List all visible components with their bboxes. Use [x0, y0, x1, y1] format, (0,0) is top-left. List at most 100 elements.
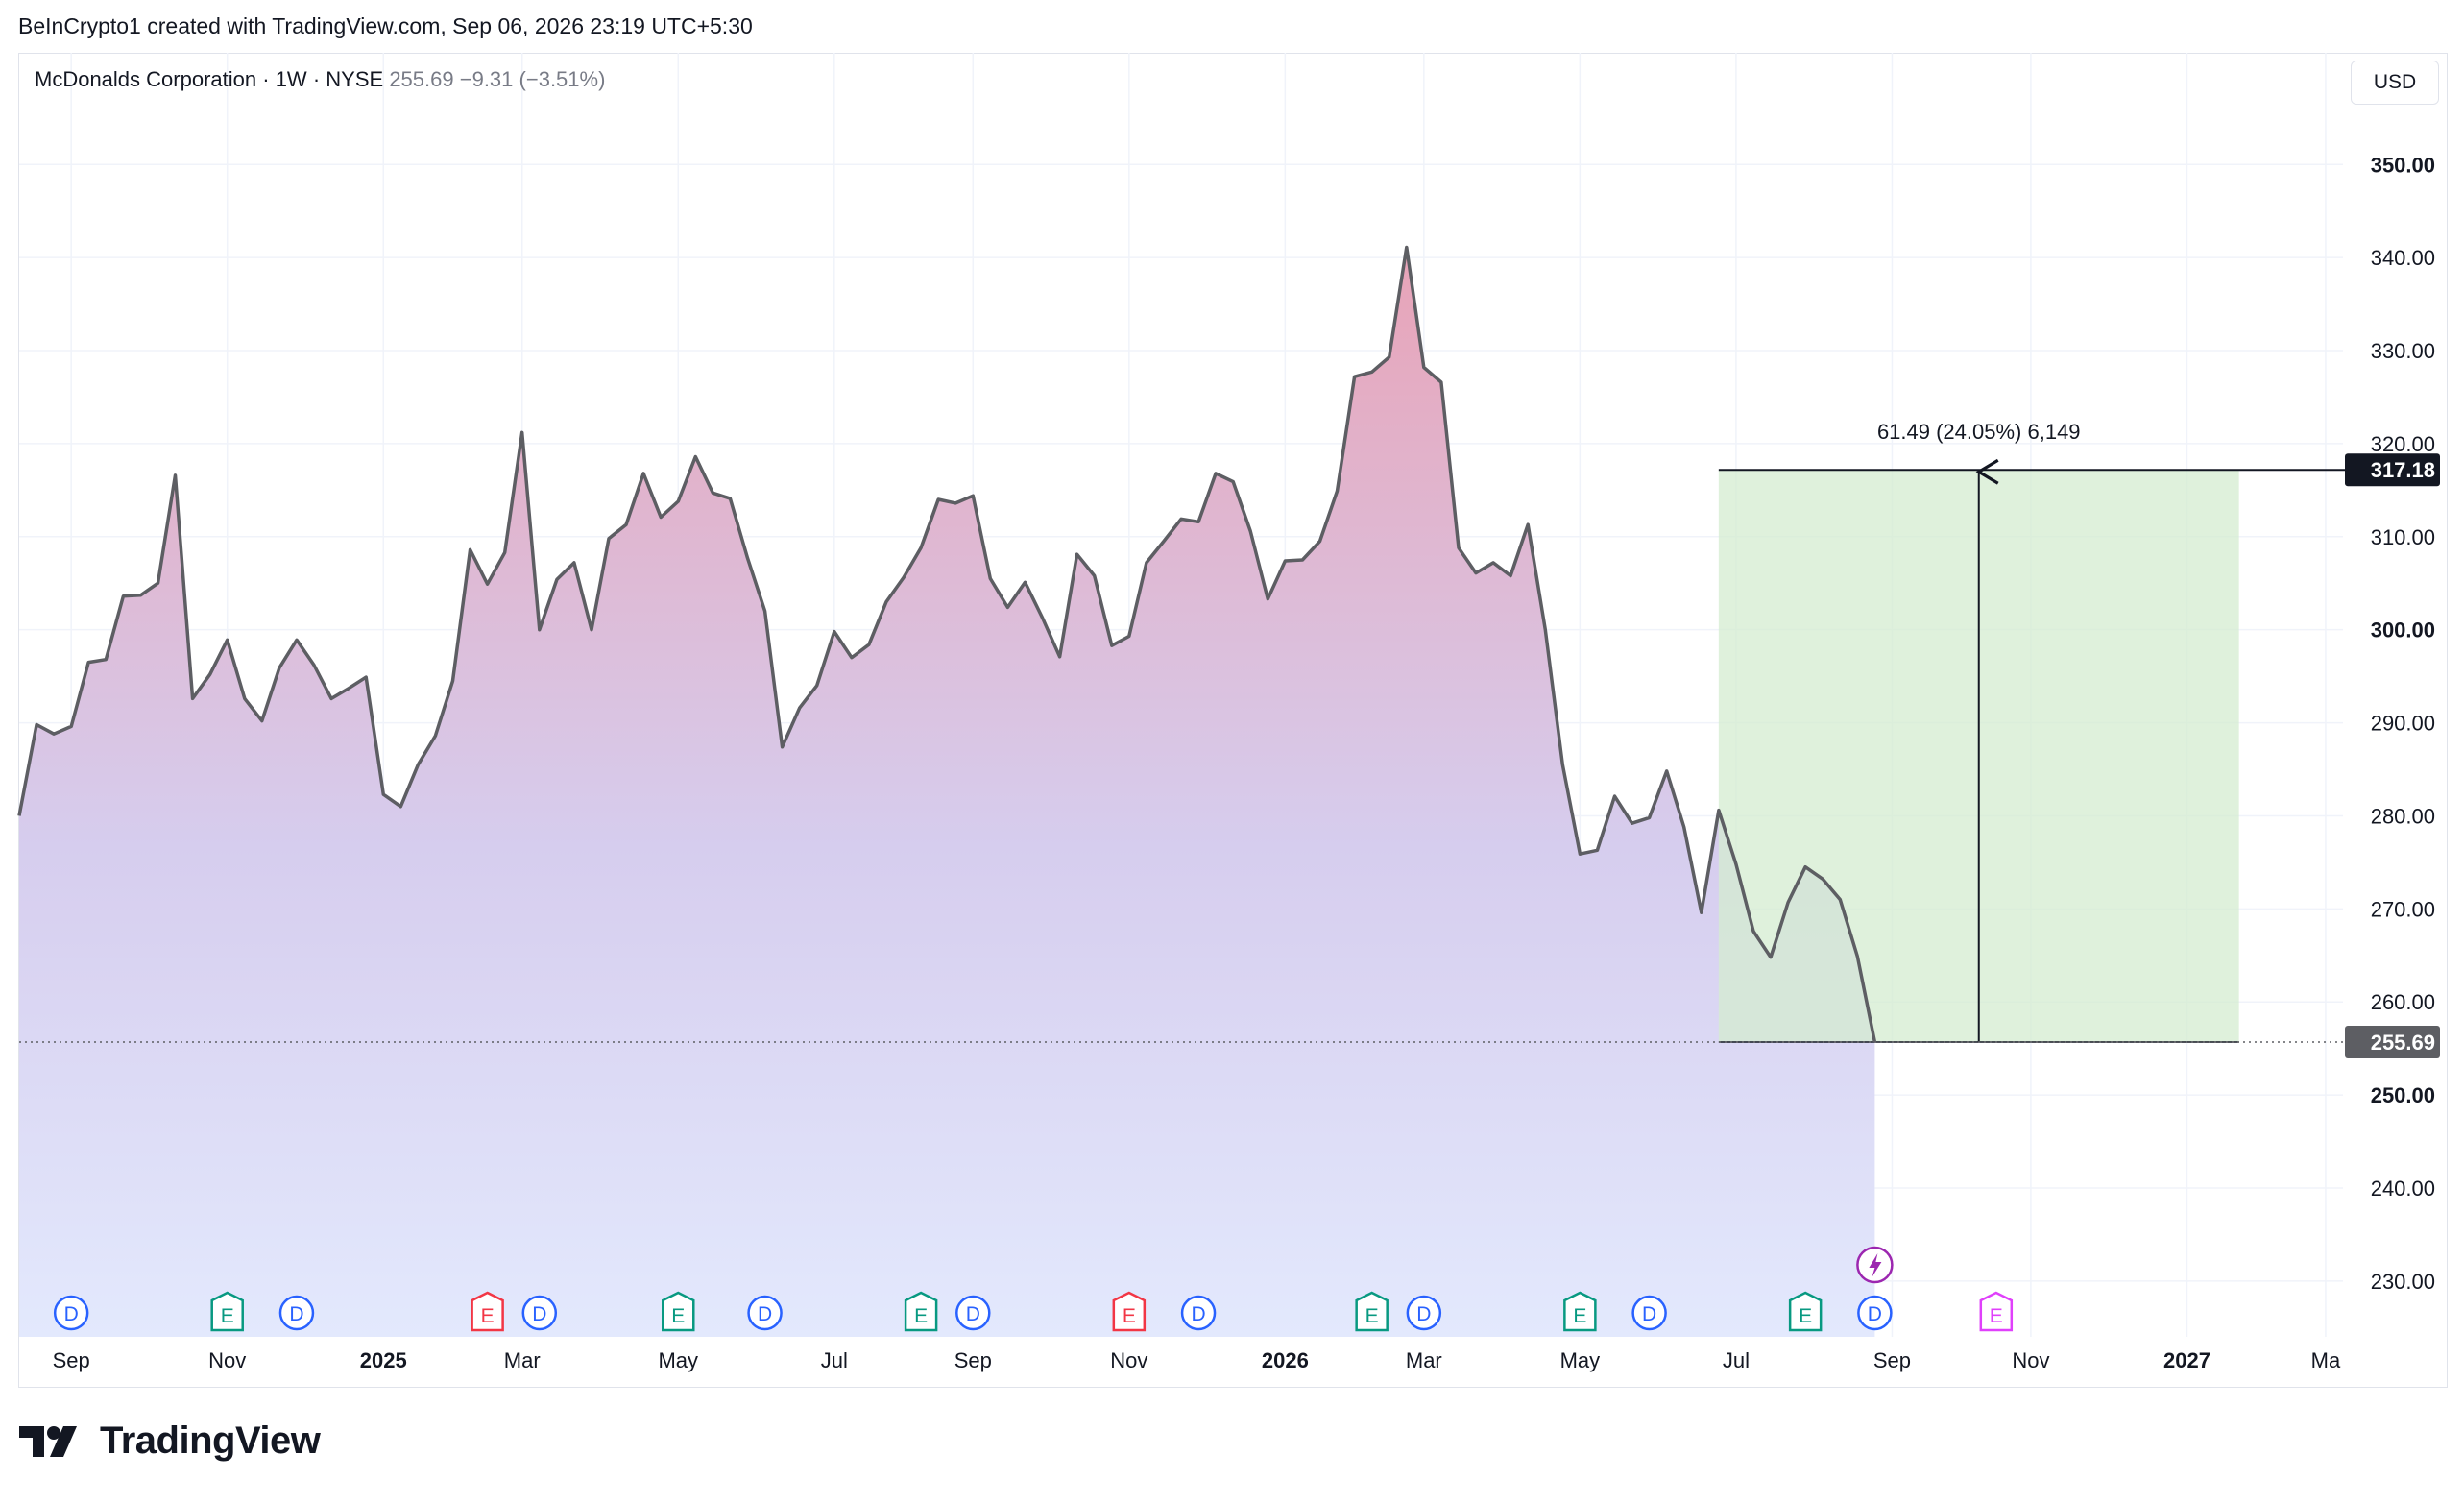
earnings-letter: E — [1123, 1305, 1136, 1327]
symbol-legend[interactable]: McDonalds Corporation · 1W · NYSE 255.69… — [35, 67, 605, 92]
chart-credit: BeInCrypto1 created with TradingView.com… — [18, 13, 753, 38]
earnings-marker[interactable]: E — [471, 1291, 504, 1332]
tradingview-logo[interactable]: TradingView — [19, 1419, 321, 1463]
earnings-marker[interactable]: E — [210, 1291, 244, 1332]
measure-target-badge-bg — [2345, 453, 2440, 487]
price-axis[interactable]: 350.00 340.00 330.00 320.00 310.00 300.00 290.… — [2345, 153, 2440, 1294]
earnings-marker[interactable]: E — [1979, 1291, 2014, 1332]
dividend-marker[interactable]: D — [1406, 1295, 1442, 1331]
dividend-letter: D — [1642, 1303, 1656, 1325]
price-tick-label: 300.00 — [2371, 619, 2435, 643]
earnings-marker[interactable]: E — [1112, 1291, 1147, 1332]
time-axis[interactable]: Sep Nov 2025 Mar May Jul Sep Nov 2026 Mar May Jul Se… — [53, 1348, 2341, 1372]
dividend-letter: D — [64, 1303, 79, 1325]
time-tick-label: Jul — [821, 1348, 848, 1372]
symbol-last-price: 255.69 — [389, 67, 454, 91]
price-tick-label: 230.00 — [2371, 1270, 2435, 1294]
dividend-marker[interactable]: D — [955, 1295, 991, 1331]
time-tick-label: Nov — [2012, 1348, 2049, 1372]
measure-target-badge: 317.18 — [2371, 458, 2435, 482]
price-tick-label: 270.00 — [2371, 897, 2435, 921]
price-tick-label: 290.00 — [2371, 712, 2435, 736]
price-tick-label: 310.00 — [2371, 525, 2435, 549]
earnings-marker[interactable]: E — [1563, 1291, 1597, 1332]
price-area — [19, 247, 1875, 1337]
dividend-marker[interactable]: D — [1857, 1295, 1893, 1331]
dividend-icon — [1857, 1295, 1893, 1331]
price-tick-label: 330.00 — [2371, 339, 2435, 363]
earnings-letter: E — [1990, 1305, 2003, 1327]
last-price-badge-bg — [2345, 1025, 2440, 1058]
symbol-interval: 1W — [275, 67, 307, 91]
time-tick-label: Nov — [208, 1348, 246, 1372]
time-tick-label: Mar — [504, 1348, 541, 1372]
earnings-icon — [904, 1291, 938, 1332]
separator: · — [262, 67, 270, 91]
dividend-icon — [53, 1295, 89, 1331]
currency-button[interactable]: USD — [2351, 61, 2439, 105]
time-tick-label: Ma — [2311, 1348, 2341, 1372]
earnings-icon — [1112, 1291, 1147, 1332]
dividend-letter: D — [966, 1303, 980, 1325]
dividend-marker[interactable]: D — [1180, 1295, 1217, 1331]
earnings-marker[interactable]: E — [904, 1291, 938, 1332]
dividend-letter: D — [1416, 1303, 1431, 1325]
dividend-marker[interactable]: D — [1631, 1295, 1667, 1331]
dividend-marker[interactable]: D — [747, 1295, 783, 1331]
time-tick-label: Sep — [954, 1348, 992, 1372]
dividend-letter: D — [532, 1303, 546, 1325]
measure-label: 61.49 (24.05%) 6,149 — [1877, 420, 2081, 444]
time-tick-label: Nov — [1110, 1348, 1147, 1372]
earnings-icon — [471, 1291, 504, 1332]
earnings-marker[interactable]: E — [1788, 1291, 1823, 1332]
dividend-letter: D — [758, 1303, 772, 1325]
measure-tool[interactable]: 61.49 (24.05%) 6,149 — [1718, 420, 2347, 1043]
tradingview-wordmark: TradingView — [100, 1419, 321, 1462]
price-area-fill — [19, 247, 1875, 1337]
dividend-icon — [747, 1295, 783, 1331]
dividend-letter: D — [1191, 1303, 1205, 1325]
dividend-letter: D — [289, 1303, 303, 1325]
symbol-change: −9.31 — [459, 67, 514, 91]
dividend-marker[interactable]: D — [278, 1295, 315, 1331]
time-tick-label: Mar — [1406, 1348, 1442, 1372]
earnings-marker[interactable]: E — [662, 1291, 695, 1332]
price-tick-label: 320.00 — [2371, 432, 2435, 456]
earnings-letter: E — [221, 1305, 234, 1327]
dividend-marker[interactable]: D — [53, 1295, 89, 1331]
time-tick-label: Sep — [1873, 1348, 1911, 1372]
dividend-icon — [1180, 1295, 1217, 1331]
time-tick-label: May — [1560, 1348, 1601, 1372]
time-tick-label: 2026 — [1262, 1348, 1309, 1372]
earnings-letter: E — [914, 1305, 928, 1327]
lightning-bolt — [1869, 1253, 1882, 1277]
time-tick-label: Sep — [53, 1348, 90, 1372]
chart-frame — [18, 53, 2448, 1388]
earnings-letter: E — [1573, 1305, 1586, 1327]
earnings-icon — [662, 1291, 695, 1332]
earnings-icon — [1788, 1291, 1823, 1332]
earnings-marker[interactable]: E — [1355, 1291, 1389, 1332]
split-marker[interactable] — [1856, 1246, 1894, 1284]
separator: · — [312, 67, 321, 91]
price-line — [17, 245, 1877, 1043]
dividend-icon — [521, 1295, 558, 1331]
earnings-icon — [1563, 1291, 1597, 1332]
price-tick-label: 350.00 — [2371, 153, 2435, 177]
tradingview-logo-icon — [19, 1425, 77, 1457]
time-tick-label: May — [658, 1348, 698, 1372]
earnings-letter: E — [671, 1305, 685, 1327]
time-tick-label: Jul — [1723, 1348, 1750, 1372]
price-tick-label: 240.00 — [2371, 1177, 2435, 1201]
dividend-icon — [1406, 1295, 1442, 1331]
price-tick-label: 280.00 — [2371, 804, 2435, 828]
symbol-exchange: NYSE — [326, 67, 384, 91]
time-tick-label: 2027 — [2163, 1348, 2210, 1372]
dividend-marker[interactable]: D — [521, 1295, 558, 1331]
symbol-name: McDonalds Corporation — [35, 67, 257, 91]
price-tick-label: 260.00 — [2371, 990, 2435, 1014]
time-tick-label: 2025 — [360, 1348, 407, 1372]
earnings-icon — [1355, 1291, 1389, 1332]
